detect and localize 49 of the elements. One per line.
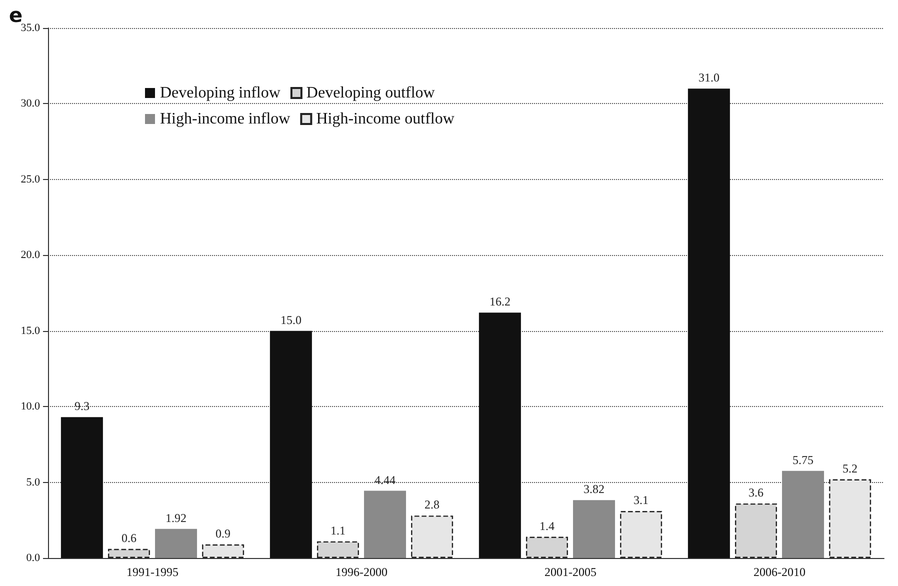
data-label: 1.92 bbox=[166, 510, 187, 525]
legend-label: Developing outflow bbox=[306, 84, 436, 102]
data-label: 5.2 bbox=[842, 461, 858, 476]
x-tick-label: 2001-2005 bbox=[544, 565, 596, 579]
y-tick-label: 35.0 bbox=[20, 22, 40, 34]
bar bbox=[620, 511, 662, 558]
data-label: 2.8 bbox=[424, 498, 440, 512]
data-label: 9.3 bbox=[74, 399, 90, 414]
data-label: 4.44 bbox=[374, 472, 396, 487]
data-label: 16.2 bbox=[489, 294, 510, 309]
bar bbox=[478, 312, 521, 558]
bar bbox=[829, 479, 872, 558]
x-tick-label: 2006-2010 bbox=[754, 565, 806, 579]
y-tick-label: 5.0 bbox=[26, 476, 40, 488]
data-label: 15.0 bbox=[280, 312, 302, 327]
y-tick-label: 0.0 bbox=[26, 552, 40, 564]
bar bbox=[526, 536, 568, 558]
bar bbox=[734, 503, 777, 558]
y-tick-label: 15.0 bbox=[20, 324, 40, 337]
legend-label: High-income outflow bbox=[316, 110, 455, 128]
y-tick-label: 30.0 bbox=[20, 98, 40, 110]
y-tick-label: 10.0 bbox=[20, 400, 40, 413]
bar bbox=[155, 528, 198, 558]
bar bbox=[688, 88, 730, 558]
legend-label: Developing inflow bbox=[160, 84, 281, 102]
bar bbox=[108, 548, 150, 558]
bar bbox=[411, 516, 454, 558]
data-label: 3.1 bbox=[634, 493, 649, 508]
data-label: 0.6 bbox=[121, 530, 136, 545]
data-label: 3.6 bbox=[748, 485, 764, 500]
y-tick-label: 25.0 bbox=[20, 173, 40, 186]
bar bbox=[202, 544, 244, 558]
data-label: 1.4 bbox=[539, 518, 554, 533]
bar bbox=[60, 417, 103, 558]
x-tick-label: 1996-2000 bbox=[336, 565, 388, 579]
bar bbox=[270, 330, 312, 558]
chart-title: e bbox=[9, 3, 23, 27]
bar bbox=[364, 490, 406, 558]
data-label: 31.0 bbox=[698, 70, 720, 85]
bar bbox=[316, 541, 359, 558]
data-label: 3.82 bbox=[584, 482, 605, 496]
data-label: 5.75 bbox=[792, 452, 814, 467]
x-tick-label: 1991-1995 bbox=[126, 565, 178, 579]
bar bbox=[782, 470, 824, 558]
data-label: 1.1 bbox=[330, 523, 346, 538]
bar bbox=[573, 500, 616, 558]
legend-label: High-income inflow bbox=[160, 110, 291, 128]
y-tick-label: 20.0 bbox=[20, 249, 40, 262]
data-label: 0.9 bbox=[216, 526, 231, 540]
